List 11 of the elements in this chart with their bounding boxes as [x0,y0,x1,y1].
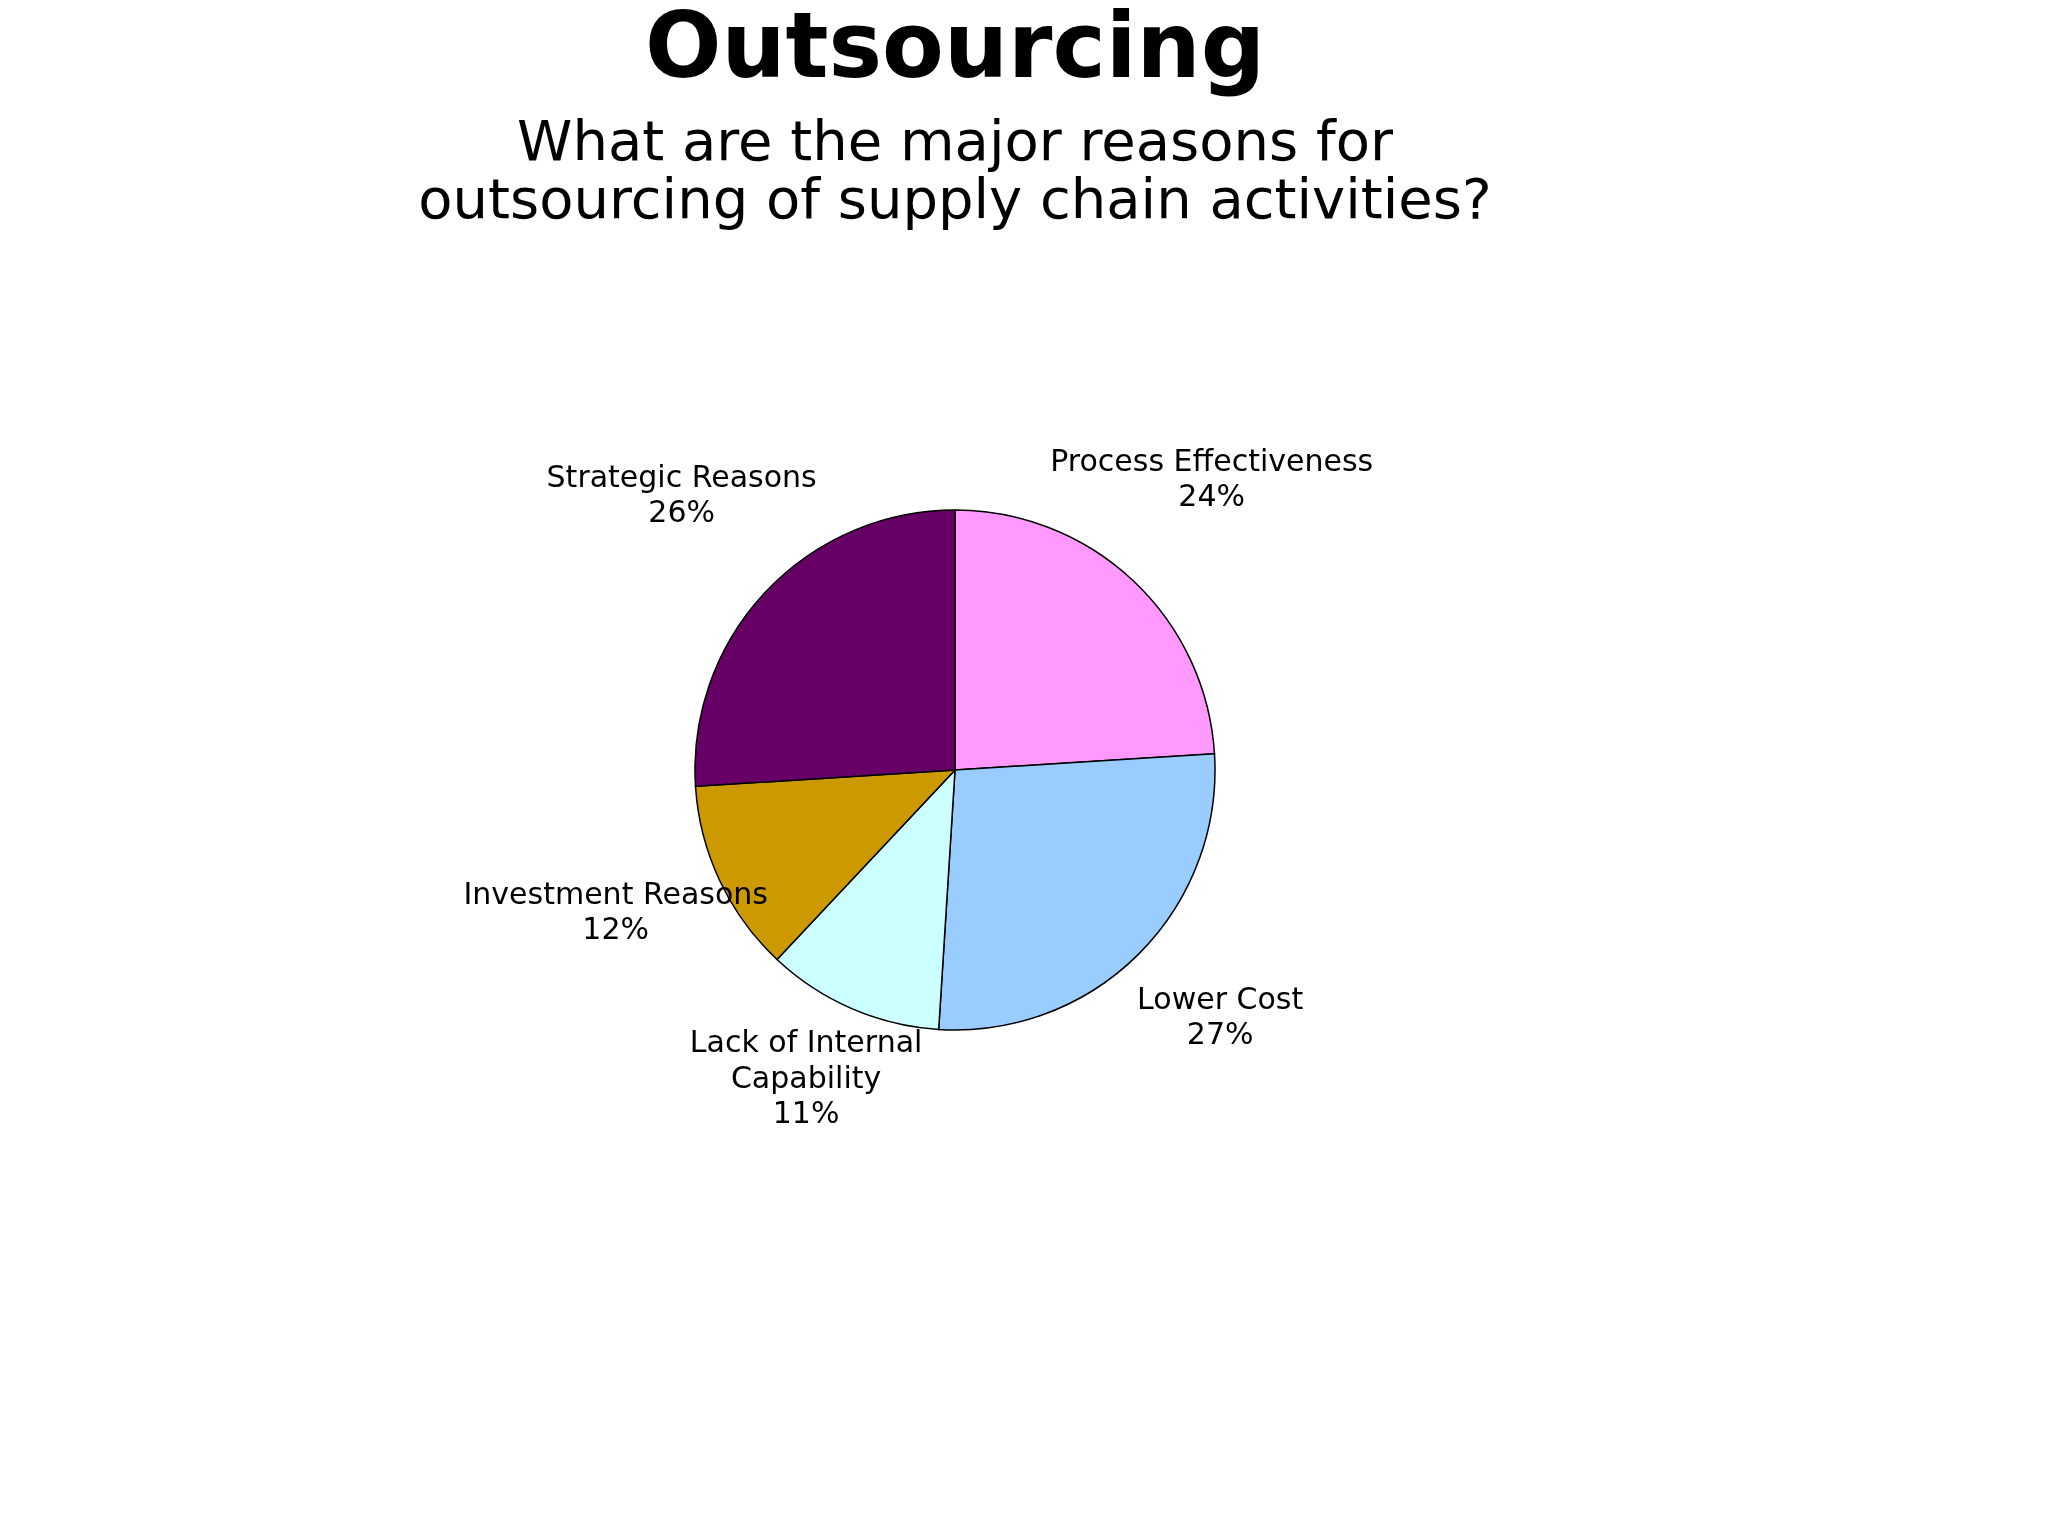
data-label: 26% [648,494,715,530]
data-label: 12% [582,910,650,946]
data-label: 27% [1186,1016,1254,1052]
data-label: 11% [772,1095,840,1131]
slice-label: Process Effectiveness [1050,442,1374,478]
data-label: 24% [1178,477,1246,513]
slice-label: Lower Cost [1137,981,1304,1017]
slice-label: Strategic Reasons [546,459,817,495]
slice-label: Lack of Internal Capability [689,1024,923,1096]
chart-title: Outsourcing [644,0,1266,98]
chart-subtitle: What are the major reasons for outsourcing of supply chain activities? [418,108,1492,231]
